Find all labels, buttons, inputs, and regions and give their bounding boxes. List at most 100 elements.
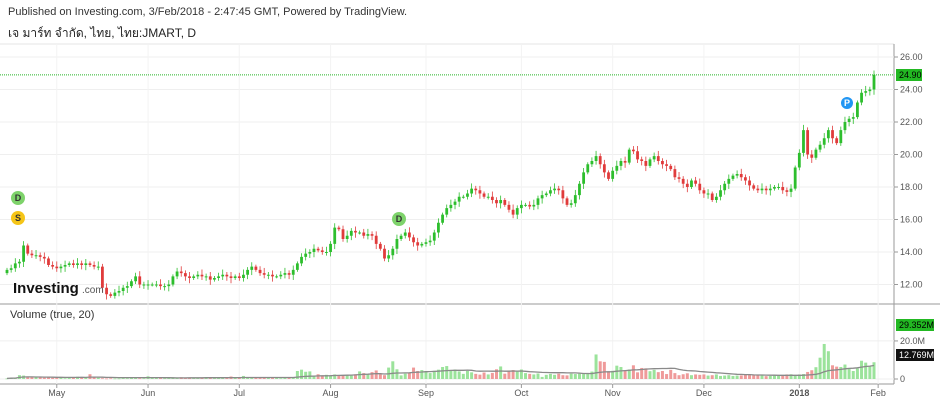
candle-body: [308, 252, 312, 254]
volume-bar: [673, 373, 677, 379]
time-tick-label: Jun: [141, 388, 156, 398]
volume-bar: [777, 375, 781, 379]
volume-bar: [548, 373, 552, 379]
candle-body: [602, 164, 606, 173]
candle-body: [536, 198, 540, 205]
volume-axis-labels: 0 20.0M: [894, 336, 925, 384]
candle-body: [374, 235, 378, 244]
volume-bar: [30, 376, 34, 379]
candle-body: [756, 188, 760, 191]
candle-body: [773, 187, 776, 189]
candle-body: [507, 204, 511, 210]
candle-body: [768, 188, 772, 191]
candles: [5, 70, 876, 300]
volume-bar: [38, 377, 42, 379]
candle-body: [673, 169, 677, 178]
volume-bar: [627, 369, 631, 379]
volume-bar: [860, 360, 864, 379]
volume-bar: [519, 369, 523, 379]
volume-bar: [573, 374, 577, 379]
split-event-icon[interactable]: [11, 211, 25, 225]
candle-body: [26, 245, 30, 254]
volume-bar: [818, 357, 822, 379]
candle-body: [71, 263, 75, 265]
volume-bar: [362, 373, 366, 379]
candle-body: [582, 172, 586, 184]
candle-body: [681, 178, 685, 184]
volume-bar: [868, 366, 872, 379]
candle-body: [295, 263, 299, 270]
price-tick-label: 20.00: [900, 150, 923, 160]
time-tick-label: Oct: [514, 388, 529, 398]
candle-body: [250, 266, 254, 270]
candle-body: [719, 190, 722, 197]
volume-bar: [557, 373, 561, 379]
volume-bar: [536, 373, 540, 379]
volume-bar: [577, 373, 581, 379]
candle-body: [63, 265, 67, 267]
volume-tick-label: 20.0M: [900, 336, 925, 346]
candle-body: [669, 165, 673, 170]
candle-body: [557, 188, 561, 191]
candle-body: [283, 273, 287, 275]
volume-bar: [739, 375, 743, 379]
symbol-title: เจ มาร์ท จำกัด, ไทย, ไทย:JMART, D: [8, 26, 197, 40]
volume-bar: [117, 378, 121, 380]
candle-body: [802, 130, 805, 153]
candle-body: [818, 144, 822, 150]
candle-body: [793, 167, 797, 189]
volume-bar: [113, 378, 117, 380]
candle-body: [851, 117, 855, 119]
candle-body: [179, 271, 183, 274]
time-tick-label: May: [48, 388, 66, 398]
candle-body: [644, 161, 648, 166]
volume-bar: [46, 377, 50, 379]
candle-body: [486, 196, 490, 198]
publication-event-icon[interactable]: [841, 97, 853, 109]
candle-body: [287, 273, 291, 275]
volume-bar: [864, 362, 868, 379]
volume-bar: [441, 367, 445, 379]
volume-bar: [793, 375, 797, 379]
price-tick-label: 24.00: [900, 85, 923, 95]
volume-bar: [445, 366, 449, 379]
volume-bar: [482, 372, 486, 379]
time-tick-label: 2018: [789, 388, 809, 398]
candle-body: [586, 164, 590, 173]
candle-body: [685, 183, 689, 187]
volume-bar: [63, 378, 67, 380]
volume-bar: [797, 374, 801, 379]
candle-body: [163, 286, 167, 288]
candle-body: [188, 276, 191, 278]
dividend-event-icon-2[interactable]: [392, 212, 406, 226]
price-tick-label: 16.00: [900, 215, 923, 225]
volume-bar: [420, 370, 424, 379]
candle-body: [470, 188, 474, 194]
volume-bar: [486, 374, 490, 379]
volume-bar: [619, 367, 623, 379]
candle-body: [221, 274, 225, 277]
candle-body: [333, 227, 337, 244]
candle-body: [573, 195, 577, 204]
candle-body: [47, 258, 50, 265]
volume-bar: [660, 371, 664, 379]
candle-body: [432, 232, 436, 241]
volume-bar: [735, 375, 739, 379]
volume-bar: [602, 361, 606, 379]
volume-bar: [814, 367, 818, 379]
candle-body: [565, 198, 569, 205]
candle-body: [864, 91, 868, 93]
volume-bar: [337, 375, 341, 379]
candle-body: [694, 180, 698, 184]
candle-body: [412, 237, 415, 243]
candle-body: [304, 253, 308, 257]
volume-bar: [569, 373, 573, 379]
candle-body: [22, 245, 25, 262]
volume-bar: [781, 375, 785, 379]
candle-body: [731, 175, 735, 179]
volume-bar: [59, 377, 63, 379]
candle-body: [636, 151, 639, 160]
candle-body: [706, 193, 710, 195]
candle-body: [661, 161, 664, 165]
dividend-event-icon[interactable]: [11, 191, 25, 205]
